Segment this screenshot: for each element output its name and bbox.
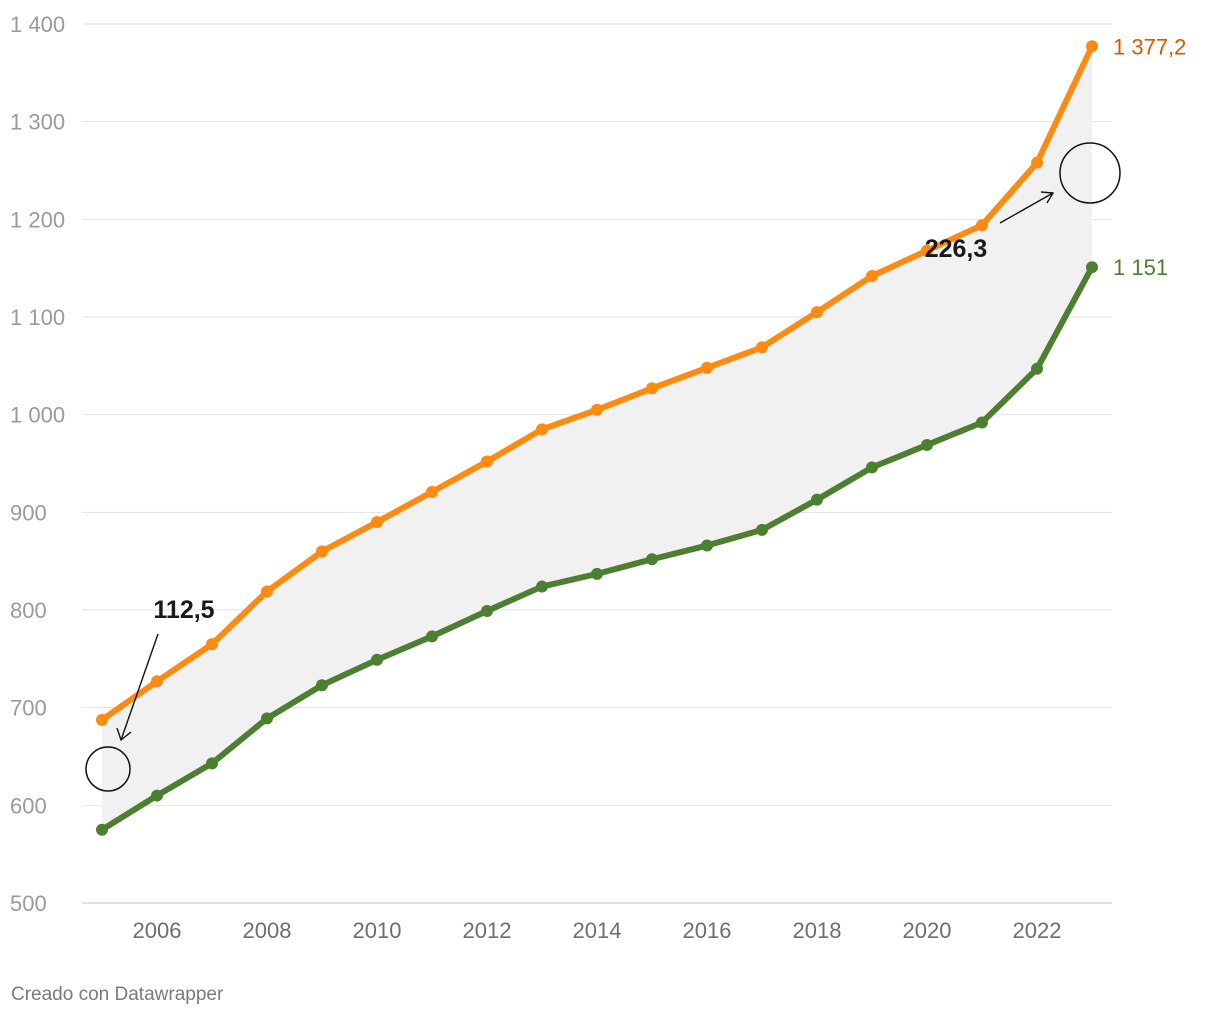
annotation-circle-end: [1059, 142, 1121, 204]
data-point-green[interactable]: [1031, 362, 1043, 375]
data-point-green[interactable]: [866, 461, 878, 474]
data-point-orange[interactable]: [701, 361, 713, 374]
annotation-circle-start: [85, 746, 131, 792]
data-point-orange[interactable]: [866, 269, 878, 282]
annotation-label-end: 226,3: [925, 235, 988, 263]
x-tick-label: 2012: [463, 918, 512, 943]
data-point-green[interactable]: [756, 523, 768, 536]
x-tick-label: 2008: [243, 918, 292, 943]
data-point-green[interactable]: [921, 438, 933, 451]
end-label-orange: 1 377,2: [1113, 34, 1186, 59]
data-point-orange[interactable]: [151, 675, 163, 688]
data-point-orange[interactable]: [371, 516, 383, 529]
data-point-orange[interactable]: [756, 341, 768, 354]
data-point-orange[interactable]: [316, 545, 328, 558]
y-tick-label: 900: [10, 500, 47, 525]
end-label-green: 1 151: [1113, 255, 1168, 280]
data-point-orange[interactable]: [591, 403, 603, 416]
data-point-orange[interactable]: [921, 244, 933, 257]
area-between-series: [102, 46, 1092, 830]
x-tick-label: 2020: [903, 918, 952, 943]
x-tick-label: 2006: [133, 918, 182, 943]
x-tick-label: 2016: [683, 918, 732, 943]
y-tick-label: 1 000: [10, 403, 65, 428]
data-point-green[interactable]: [96, 823, 108, 836]
data-point-orange[interactable]: [426, 485, 438, 498]
data-point-green[interactable]: [151, 789, 163, 802]
data-point-green[interactable]: [426, 630, 438, 643]
data-point-green[interactable]: [811, 493, 823, 506]
y-tick-label: 800: [10, 598, 47, 623]
footer-credit[interactable]: Creado con Datawrapper: [11, 984, 224, 1005]
annotation-label-start: 112,5: [153, 596, 214, 624]
data-point-orange[interactable]: [811, 306, 823, 319]
annotation-arrow-start: [120, 633, 159, 741]
data-point-orange[interactable]: [976, 219, 988, 232]
annotation-arrowhead-end: [1040, 191, 1055, 204]
x-tick-label: 2014: [573, 918, 622, 943]
data-point-orange[interactable]: [1086, 40, 1098, 53]
data-point-orange[interactable]: [646, 382, 658, 395]
y-tick-label: 1 300: [10, 110, 65, 135]
data-point-orange[interactable]: [1031, 156, 1043, 169]
y-tick-label: 600: [10, 793, 47, 818]
data-point-green[interactable]: [371, 653, 383, 666]
y-tick-label: 500: [10, 891, 47, 916]
data-point-orange[interactable]: [536, 423, 548, 436]
data-point-green[interactable]: [536, 580, 548, 593]
data-point-green[interactable]: [646, 553, 658, 566]
data-point-green[interactable]: [591, 567, 603, 580]
data-point-green[interactable]: [976, 416, 988, 429]
x-tick-label: 2018: [793, 918, 842, 943]
x-tick-label: 2010: [353, 918, 402, 943]
data-point-orange[interactable]: [481, 455, 493, 468]
data-point-orange[interactable]: [96, 713, 108, 726]
data-point-green[interactable]: [206, 757, 218, 770]
y-tick-label: 1 400: [10, 12, 65, 37]
data-point-green[interactable]: [1086, 261, 1098, 274]
y-tick-label: 700: [10, 696, 47, 721]
data-point-orange[interactable]: [206, 638, 218, 651]
annotation-arrowhead-start: [116, 727, 132, 742]
data-point-green[interactable]: [701, 539, 713, 552]
annotation-arrow-end: [999, 192, 1054, 224]
y-tick-label: 1 100: [10, 305, 65, 330]
data-point-green[interactable]: [261, 712, 273, 725]
y-tick-label: 1 200: [10, 207, 65, 232]
data-point-green[interactable]: [481, 604, 493, 617]
data-point-orange[interactable]: [261, 585, 273, 598]
data-point-green[interactable]: [316, 679, 328, 692]
x-tick-label: 2022: [1013, 918, 1062, 943]
